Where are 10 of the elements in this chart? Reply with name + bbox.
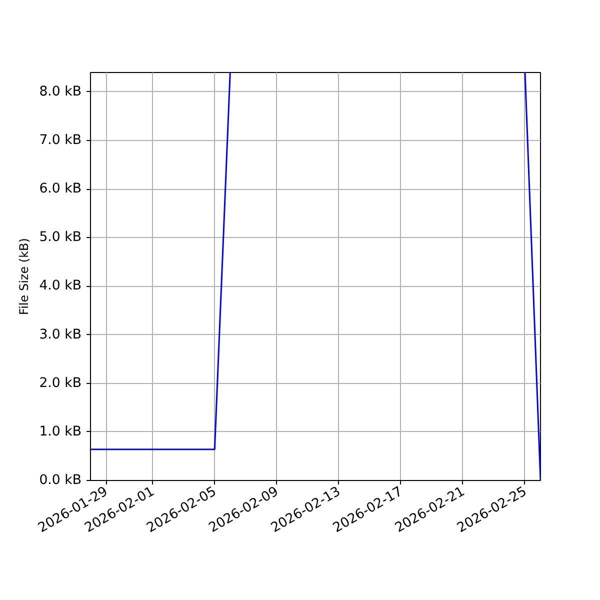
y-tick-label: 8.0 kB [39,84,82,100]
y-tick-label: 7.0 kB [39,133,82,148]
y-tick-label: 1.0 kB [39,424,82,440]
y-axis-title: File Size (kB) [17,238,32,315]
y-tick-label: 3.0 kB [39,327,82,342]
y-tick-label: 5.0 kB [39,230,82,246]
y-tick-label: 4.0 kB [39,278,82,294]
y-tick-label: 0.0 kB [39,473,82,488]
y-tick-label: 6.0 kB [39,182,82,197]
y-tick-label: 2.0 kB [39,376,82,391]
